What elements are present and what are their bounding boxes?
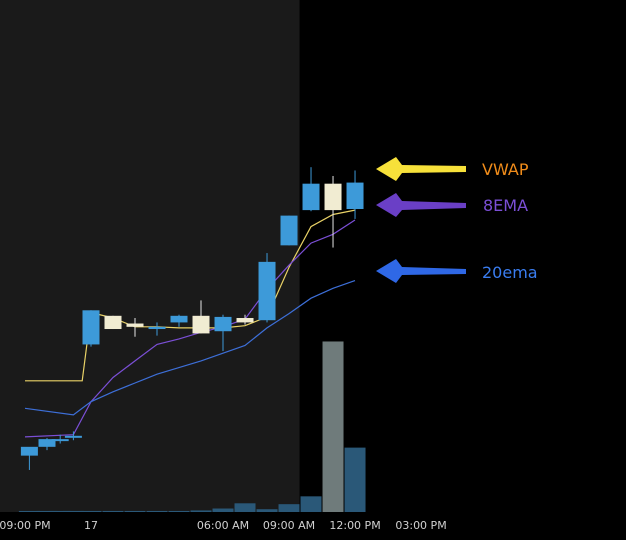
candles [20, 167, 364, 470]
candle-body [192, 315, 210, 334]
candle [324, 175, 342, 248]
volume-bar [212, 508, 234, 512]
volume-bar [102, 510, 124, 512]
x-tick-label: 06:00 AM [197, 519, 249, 532]
candle-body [104, 315, 122, 330]
volume-bar [62, 510, 84, 512]
volume-bar [278, 504, 300, 512]
ema20-arrow [376, 259, 466, 283]
candle-body [302, 183, 320, 211]
volume-bar [168, 510, 190, 512]
volume-bar [344, 447, 366, 512]
candle [51, 434, 69, 444]
plot-background-session [0, 0, 300, 512]
candle-body [214, 316, 232, 332]
volume-bars [18, 341, 366, 512]
volume-bar [18, 510, 40, 512]
candle-body [280, 215, 298, 246]
candle-body [126, 323, 144, 327]
candle [302, 167, 320, 212]
volume-bar [234, 503, 256, 512]
candle [104, 315, 122, 330]
candle [192, 300, 210, 334]
x-axis: 09:00 PM 17 06:00 AM 09:00 AM 12:00 PM 03:00 … [0, 519, 447, 532]
x-tick-label: 09:00 PM [0, 519, 51, 532]
vwap-label: VWAP [482, 160, 529, 179]
candle [258, 253, 276, 323]
volume-bar [190, 510, 212, 512]
candle [38, 438, 56, 451]
volume-bar [146, 510, 168, 512]
candle [148, 322, 166, 336]
volume-bar [49, 510, 71, 512]
candle [346, 170, 364, 219]
annotations: VWAP 8EMA 20ema [376, 157, 538, 283]
vwap-arrow [376, 157, 466, 181]
candle-body [324, 183, 342, 211]
candle [236, 314, 254, 325]
candle-body [82, 310, 100, 345]
candle-body [170, 315, 188, 323]
x-tick-label: 17 [84, 519, 98, 532]
20ema-line [24, 280, 356, 416]
candle [64, 431, 82, 441]
x-tick-label: 09:00 AM [263, 519, 315, 532]
candle-body [20, 446, 38, 456]
volume-bar [256, 509, 278, 512]
ema20-label: 20ema [482, 263, 538, 282]
volume-bar [80, 510, 102, 512]
candle [82, 310, 100, 347]
ema8-label: 8EMA [483, 196, 528, 215]
volume-bar [124, 510, 146, 512]
volume-bar [36, 510, 58, 512]
candle-body [64, 435, 82, 438]
candle [170, 314, 188, 327]
ema8-arrow [376, 193, 466, 217]
candle [126, 318, 144, 337]
candle [214, 314, 232, 352]
candle-body [236, 318, 254, 323]
candle-body [51, 439, 69, 442]
candle-body [148, 326, 166, 330]
volume-bar [322, 341, 344, 512]
candle [280, 215, 298, 246]
x-tick-label: 12:00 PM [329, 519, 380, 532]
candle [20, 446, 38, 470]
candle-body [258, 261, 276, 321]
candle-body [346, 182, 364, 210]
candle-body [38, 439, 56, 447]
x-tick-label: 03:00 PM [395, 519, 446, 532]
volume-bar [300, 496, 322, 512]
